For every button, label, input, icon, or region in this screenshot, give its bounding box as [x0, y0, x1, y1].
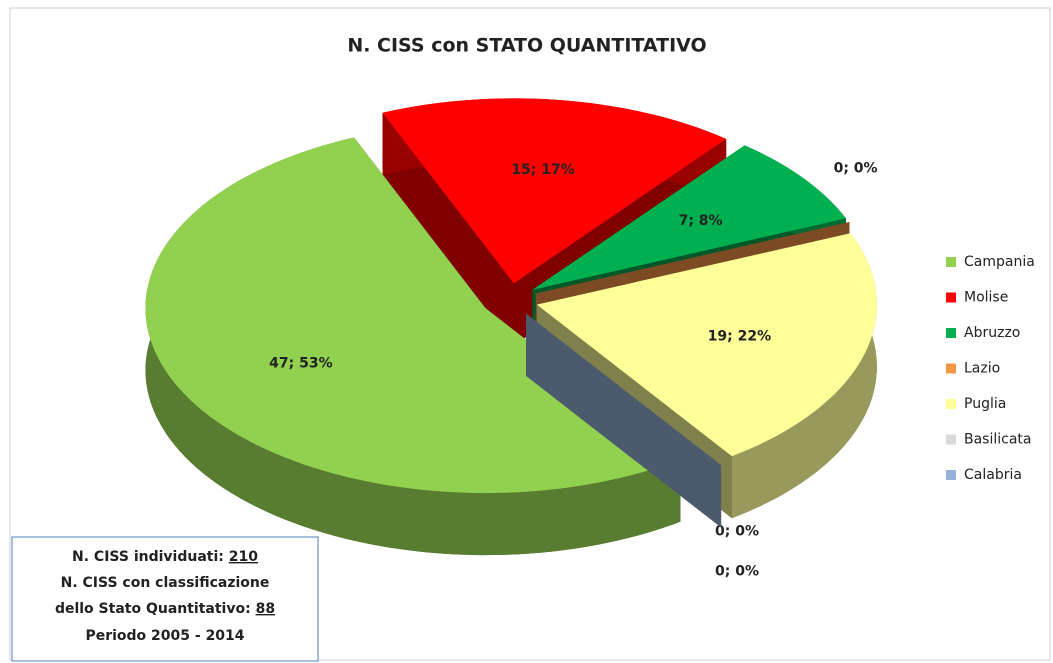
- info-text: Periodo 2005 - 2014: [85, 628, 244, 644]
- legend-swatch: [946, 292, 956, 303]
- chart-title: N. CISS con STATO QUANTITATIVO: [347, 35, 706, 57]
- data-label: 15; 17%: [511, 162, 574, 178]
- legend-swatch: [946, 328, 956, 338]
- slice-side-face: [526, 313, 722, 528]
- legend-swatch: [946, 470, 956, 480]
- slice-side-face: [382, 112, 514, 346]
- info-line: N. CISS individuati: 210: [72, 549, 258, 565]
- data-label: 47; 53%: [269, 355, 332, 371]
- slice: [382, 98, 727, 284]
- legend-label: Puglia: [964, 396, 1006, 412]
- legend-label: Calabria: [964, 467, 1022, 483]
- legend-swatch: [946, 399, 956, 409]
- data-label: 0; 0%: [715, 564, 759, 580]
- info-text: N. CISS individuati:: [72, 549, 224, 565]
- info-number: 210: [229, 549, 258, 565]
- info-number: 88: [256, 601, 275, 617]
- pie: 15; 17% 7; 8% 0; 0% 19; 22% 47; 53% 0; 0% 0; 0…: [145, 98, 878, 580]
- legend-swatch: [946, 363, 956, 374]
- info-text: N. CISS con classificazione: [61, 575, 270, 591]
- data-label: 7; 8%: [679, 213, 723, 229]
- legend-label: Campania: [964, 254, 1035, 270]
- data-label: 0; 0%: [715, 524, 759, 540]
- slice-side-face: [145, 137, 681, 556]
- legend-swatch: [946, 257, 956, 267]
- data-label: 0; 0%: [834, 161, 878, 177]
- legend-swatch: [946, 434, 956, 445]
- slice: [145, 137, 681, 494]
- slice: [532, 145, 846, 290]
- legend: Campania Molise Abruzzo Lazio Puglia Basilica…: [946, 254, 1035, 483]
- slice-side-face: [731, 233, 877, 519]
- legend-label: Abruzzo: [964, 325, 1020, 341]
- info-text: dello Stato Quantitativo:: [55, 601, 251, 617]
- info-line: dello Stato Quantitativo: 88: [55, 601, 275, 617]
- info-box: [11, 536, 319, 662]
- legend-label: Lazio: [964, 361, 1000, 377]
- slice-side: [526, 313, 722, 528]
- legend-label: Basilicata: [964, 432, 1032, 448]
- legend-label: Molise: [964, 290, 1008, 306]
- data-label: 19; 22%: [708, 329, 771, 345]
- slice: [536, 233, 877, 457]
